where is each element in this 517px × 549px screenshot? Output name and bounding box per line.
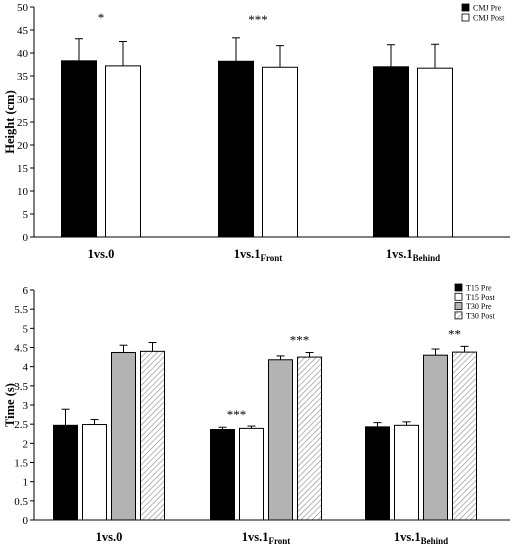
bar-cmj-pre (61, 60, 97, 238)
bar-t15-post (394, 424, 419, 521)
category-label-sub: Front (268, 536, 290, 544)
legend-label: T30 Pre (466, 302, 492, 311)
category-label-main: 1vs.1 (386, 247, 413, 261)
legend-swatch (454, 302, 463, 311)
significance-marker: *** (248, 12, 268, 27)
category-label: 1vs.1Behind (386, 247, 440, 263)
y-tick-label: 3.5 (14, 381, 28, 393)
y-tick-label: 50 (17, 2, 29, 14)
bar-t30-post (140, 350, 165, 521)
category-label: 1vs.1Behind (394, 530, 448, 544)
bar-t30-pre (423, 354, 448, 521)
legend-swatch (454, 283, 463, 292)
y-axis-title: Time (s) (3, 383, 17, 427)
y-tick-label: 0 (23, 515, 29, 527)
legend-label: T30 Post (466, 311, 495, 320)
legend-label: T15 Pre (466, 284, 492, 293)
y-tick-label: 20 (17, 140, 29, 152)
time-chart: 0 0.5 1 1.5 2 2.5 3 3.5 4 4.5 5 5.5 6 Time (s) 1vs.0 1v… (3, 283, 510, 546)
legend-label: T15 Post (466, 293, 495, 302)
y-tick-label: 40 (17, 48, 29, 60)
category-label-main: 1vs.0 (88, 247, 115, 261)
y-tick-label: 2 (23, 438, 29, 450)
y-tick-label: 15 (17, 163, 29, 175)
significance-marker: *** (227, 407, 247, 422)
y-tick-label: 0.5 (14, 496, 28, 508)
category-label-main: 1vs.1 (394, 530, 421, 544)
significance-marker: ** (448, 326, 461, 341)
height-chart: 0 5 10 15 20 25 30 35 40 45 50 Height (cm) 1vs.0 1vs.… (3, 2, 510, 263)
bar-t15-pre (53, 424, 78, 521)
bar-t15-pre (210, 429, 235, 521)
y-tick-label: 25 (17, 117, 29, 129)
category-label-main: 1vs.0 (96, 530, 123, 544)
legend-swatch (461, 3, 470, 12)
legend-label: CMJ Pre (473, 4, 502, 13)
bar-cmj-post (105, 65, 141, 238)
y-axis-title: Height (cm) (3, 90, 17, 154)
category-label: 1vs.1Front (242, 530, 291, 544)
bar-t15-post (82, 424, 107, 521)
bar-t30-pre (268, 359, 293, 521)
bar-cmj-pre (218, 60, 254, 238)
category-label-main: 1vs.1 (242, 530, 269, 544)
legend-swatch (454, 292, 463, 301)
category-label-sub: Behind (421, 536, 449, 544)
y-tick-label: 5 (23, 209, 29, 221)
y-tick-label: 35 (17, 71, 29, 83)
bar-t30-post (452, 351, 477, 521)
y-tick-label: 5.5 (14, 304, 28, 316)
significance-marker: * (98, 10, 105, 25)
y-tick-label: 1 (23, 477, 29, 489)
y-tick-label: 2.5 (14, 419, 28, 431)
bar-t15-post (239, 427, 264, 521)
y-tick-label: 6 (23, 285, 29, 297)
bar-t30-post (297, 356, 322, 521)
bar-cmj-post (417, 67, 453, 238)
bar-cmj-pre (373, 66, 409, 238)
y-tick-label: 4.5 (14, 343, 28, 355)
category-label: 1vs.1Front (234, 247, 283, 263)
significance-marker: *** (290, 332, 310, 347)
y-tick-label: 1.5 (14, 458, 28, 470)
category-label-main: 1vs.1 (234, 247, 261, 261)
y-tick-label: 3 (23, 400, 29, 412)
bar-t30-pre (111, 351, 136, 521)
y-tick-label: 45 (17, 25, 29, 37)
y-tick-label: 5 (23, 323, 29, 335)
y-tick-label: 10 (17, 186, 29, 198)
category-label-sub: Behind (413, 253, 441, 263)
category-label: 1vs.0 (88, 247, 115, 261)
legend-swatch (454, 311, 463, 320)
y-tick-label: 0 (23, 232, 29, 244)
y-tick-label: 30 (17, 94, 29, 106)
legend-swatch (461, 13, 470, 22)
category-label: 1vs.0 (96, 530, 123, 544)
legend-label: CMJ Post (473, 14, 505, 23)
bar-cmj-post (262, 66, 298, 238)
category-label-sub: Front (260, 253, 282, 263)
bar-t15-pre (365, 426, 390, 521)
y-tick-label: 4 (23, 362, 29, 374)
